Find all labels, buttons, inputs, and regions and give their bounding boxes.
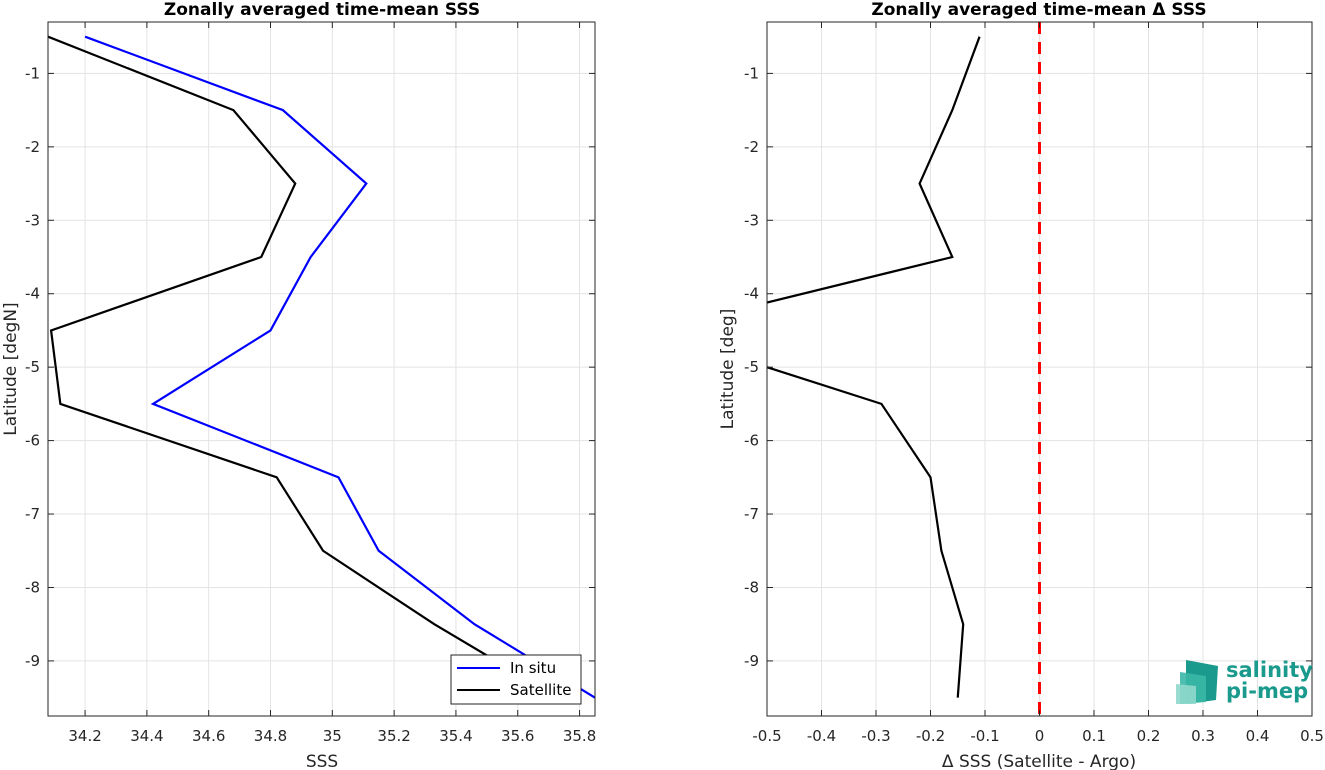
left-x-axis-label: SSS bbox=[306, 752, 338, 770]
logo-text-line2: pi-mep bbox=[1226, 679, 1308, 703]
left-x-tick-label: 35.2 bbox=[377, 727, 410, 745]
left-x-tick-label: 35.6 bbox=[501, 727, 534, 745]
right-x-tick-label: -0.4 bbox=[807, 727, 836, 745]
left-y-tick-label: -3 bbox=[25, 211, 40, 229]
wave-logo-icon bbox=[1176, 660, 1218, 704]
left-ticks: 34.2 34.4 34.6 34.8 35 35.2 35.4 35.6 35.8 -1 -2 -3… bbox=[25, 22, 596, 745]
left-axes-box bbox=[47, 21, 596, 717]
legend: In situ Satellite bbox=[450, 654, 582, 705]
left-y-tick-label: -7 bbox=[25, 505, 40, 523]
right-x-tick-label: 0.3 bbox=[1191, 727, 1215, 745]
left-x-tick-label: 34.6 bbox=[192, 727, 225, 745]
left-y-tick-label: -9 bbox=[25, 652, 40, 670]
right-x-tick-label: -0.5 bbox=[752, 727, 781, 745]
left-y-tick-label: -5 bbox=[25, 358, 40, 376]
right-y-tick-label: -4 bbox=[744, 285, 759, 303]
left-x-tick-label: 34.4 bbox=[130, 727, 163, 745]
legend-box bbox=[450, 654, 582, 705]
right-y-tick-label: -3 bbox=[744, 211, 759, 229]
left-x-tick-label: 35 bbox=[323, 727, 342, 745]
left-y-axis-label: Latitude [degN] bbox=[1, 302, 21, 435]
left-line-in-situ bbox=[84, 35, 595, 699]
right-y-tick-label: -7 bbox=[744, 505, 759, 523]
left-grid bbox=[48, 22, 595, 716]
left-series-group bbox=[48, 35, 595, 699]
left-plot-area bbox=[48, 22, 595, 716]
left-y-tick-label: -4 bbox=[25, 285, 40, 303]
right-y-tick-label: -6 bbox=[744, 432, 759, 450]
left-y-tick-label: -8 bbox=[25, 578, 40, 596]
right-x-tick-label: 0 bbox=[1035, 727, 1045, 745]
right-y-tick-label: -8 bbox=[744, 578, 759, 596]
salinity-pi-mep-logo: salinity pi-mep bbox=[1176, 658, 1313, 704]
right-x-tick-label: -0.2 bbox=[916, 727, 945, 745]
right-y-axis-label: Latitude [deg] bbox=[718, 309, 738, 430]
left-y-tick-label: -6 bbox=[25, 432, 40, 450]
right-x-tick-label: 0.4 bbox=[1246, 727, 1270, 745]
left-x-tick-label: 34.2 bbox=[68, 727, 101, 745]
right-x-tick-label: -0.1 bbox=[970, 727, 999, 745]
right-chart-title: Zonally averaged time-mean Δ SSS bbox=[871, 0, 1206, 20]
right-grid bbox=[766, 22, 1313, 716]
right-series-group bbox=[767, 22, 1041, 716]
left-x-tick-label: 35.8 bbox=[563, 727, 596, 745]
left-chart-title: Zonally averaged time-mean SSS bbox=[164, 0, 480, 20]
right-x-tick-label: 0.5 bbox=[1300, 727, 1324, 745]
right-line-series-0 bbox=[767, 36, 981, 698]
left-y-tick-label: -2 bbox=[25, 138, 40, 156]
right-y-tick-label: -1 bbox=[744, 64, 759, 82]
right-x-axis-label: Δ SSS (Satellite - Argo) bbox=[942, 752, 1136, 770]
left-y-tick-label: -1 bbox=[25, 64, 40, 82]
left-line-satellite bbox=[48, 35, 510, 670]
right-ticks: -0.5 -0.4 -0.3 -0.2 -0.1 0 0.1 0.2 0.3 0.4 0.5 -1 -2… bbox=[744, 22, 1324, 745]
right-y-tick-label: -5 bbox=[744, 358, 759, 376]
left-x-tick-label: 34.8 bbox=[254, 727, 287, 745]
left-panel: Zonally averaged time-mean SSS 34.2 34.4 3… bbox=[1, 0, 596, 770]
left-x-tick-label: 35.4 bbox=[439, 727, 472, 745]
right-y-tick-label: -9 bbox=[744, 652, 759, 670]
right-x-tick-label: 0.1 bbox=[1082, 727, 1106, 745]
right-panel: Zonally averaged time-mean Δ SSS -0.5 -0.… bbox=[718, 0, 1324, 770]
right-x-tick-label: -0.3 bbox=[861, 727, 890, 745]
legend-label-satellite: Satellite bbox=[510, 681, 571, 699]
logo-text-line1: salinity bbox=[1226, 658, 1313, 682]
legend-label-in-situ: In situ bbox=[510, 659, 556, 677]
right-x-tick-label: 0.2 bbox=[1137, 727, 1161, 745]
right-y-tick-label: -2 bbox=[744, 138, 759, 156]
